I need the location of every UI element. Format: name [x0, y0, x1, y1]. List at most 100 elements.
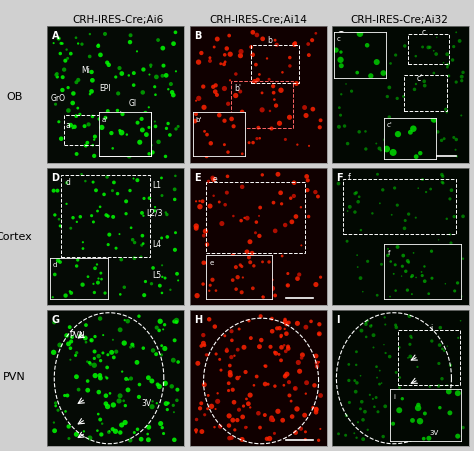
- Point: [419, 401, 427, 409]
- Point: [305, 143, 313, 150]
- Point: [229, 386, 237, 393]
- Point: [392, 261, 400, 268]
- Point: [345, 361, 353, 368]
- Point: [87, 360, 94, 368]
- Bar: [398, 331, 460, 385]
- Point: [292, 213, 300, 221]
- Point: [130, 83, 137, 90]
- Point: [430, 70, 438, 78]
- Point: [92, 187, 100, 194]
- Text: A: A: [52, 31, 59, 41]
- Point: [301, 412, 309, 419]
- Point: [376, 200, 383, 207]
- Point: [242, 368, 249, 376]
- Point: [170, 357, 177, 364]
- Point: [164, 406, 171, 413]
- Point: [226, 362, 234, 369]
- Point: [367, 323, 374, 330]
- Point: [84, 387, 91, 394]
- Point: [343, 238, 351, 245]
- Point: [272, 228, 279, 235]
- Point: [315, 331, 323, 338]
- Point: [457, 293, 465, 300]
- Bar: [343, 179, 456, 234]
- Point: [450, 134, 457, 142]
- Point: [313, 359, 320, 367]
- Point: [253, 136, 261, 143]
- Point: [199, 281, 207, 288]
- Text: CRH-IRES-Cre;Ai32: CRH-IRES-Cre;Ai32: [350, 15, 448, 25]
- Point: [89, 114, 96, 121]
- Point: [258, 107, 266, 114]
- Point: [139, 345, 147, 352]
- Point: [94, 410, 102, 418]
- Point: [385, 114, 393, 121]
- Point: [62, 58, 69, 65]
- Point: [246, 391, 254, 399]
- Point: [256, 135, 264, 143]
- Point: [246, 239, 254, 246]
- Point: [158, 193, 166, 200]
- Bar: [403, 76, 447, 111]
- Point: [210, 177, 218, 184]
- Point: [459, 256, 467, 263]
- Point: [84, 377, 91, 385]
- Point: [172, 230, 179, 237]
- Point: [414, 185, 422, 193]
- Point: [118, 368, 126, 375]
- Point: [69, 125, 76, 133]
- Point: [260, 269, 268, 276]
- Point: [138, 233, 146, 240]
- Point: [309, 37, 316, 45]
- Text: i: i: [430, 323, 432, 332]
- Point: [160, 430, 167, 437]
- Bar: [231, 82, 292, 129]
- Point: [109, 401, 117, 409]
- Point: [253, 32, 261, 40]
- Point: [66, 282, 74, 289]
- Point: [224, 173, 231, 180]
- Point: [351, 191, 359, 198]
- Point: [422, 189, 430, 196]
- Point: [145, 105, 153, 112]
- Point: [194, 132, 202, 139]
- Point: [442, 106, 449, 114]
- Point: [271, 349, 279, 356]
- Point: [398, 417, 406, 424]
- Point: [456, 38, 464, 46]
- Point: [227, 51, 234, 59]
- Point: [97, 357, 104, 364]
- Point: [73, 219, 81, 226]
- Point: [338, 68, 346, 75]
- Point: [67, 338, 75, 345]
- Point: [452, 79, 460, 87]
- Point: [166, 132, 173, 139]
- Point: [282, 222, 289, 229]
- Point: [307, 318, 315, 325]
- Point: [228, 354, 235, 361]
- Point: [139, 240, 147, 248]
- Point: [171, 436, 178, 443]
- Point: [217, 134, 224, 142]
- Point: [251, 272, 259, 280]
- Point: [397, 389, 404, 396]
- Point: [422, 128, 430, 135]
- Point: [155, 139, 162, 146]
- Point: [67, 51, 74, 58]
- Point: [198, 343, 205, 350]
- Point: [201, 381, 208, 388]
- Point: [91, 137, 98, 144]
- Point: [91, 355, 98, 362]
- Point: [78, 41, 86, 49]
- Point: [359, 416, 367, 423]
- Point: [261, 411, 269, 419]
- Point: [99, 420, 106, 427]
- Point: [222, 137, 230, 144]
- Point: [96, 116, 103, 123]
- Point: [118, 71, 126, 78]
- Point: [396, 384, 403, 391]
- Point: [312, 405, 320, 413]
- Point: [172, 126, 180, 133]
- Point: [316, 331, 323, 338]
- Point: [361, 37, 368, 44]
